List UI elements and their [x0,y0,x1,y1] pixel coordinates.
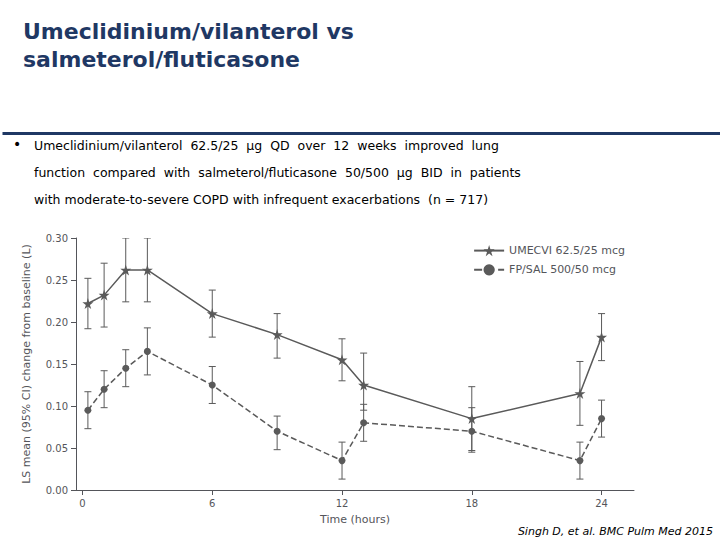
svg-text:18: 18 [465,498,478,509]
svg-text:Singh D, et al. BMC Pulm Med 2: Singh D, et al. BMC Pulm Med 2015 [518,525,713,538]
svg-text:•: • [13,136,21,152]
svg-text:function compared with salm: function compared with salmeterol/flutic… [34,165,521,180]
svg-text:0: 0 [79,498,85,509]
svg-text:LS mean (95% CI) change from b: LS mean (95% CI) change from baseline (L… [20,244,33,484]
svg-text:FP/SAL 500/50 mcg: FP/SAL 500/50 mcg [509,263,616,276]
svg-text:Umeclidinium/vilanterol vs: Umeclidinium/vilanterol vs [23,19,354,44]
svg-text:0.00: 0.00 [46,485,68,496]
svg-text:Umeclidinium/vilanterol 62.5/: Umeclidinium/vilanterol 62.5/25 μg QD ov… [34,138,499,153]
svg-text:0.25: 0.25 [46,275,68,286]
svg-text:0.05: 0.05 [46,443,68,454]
svg-text:6: 6 [209,498,215,509]
svg-text:12: 12 [336,498,349,509]
svg-text:0.30: 0.30 [46,233,68,244]
svg-text:with moderate-to-severe COPD w: with moderate-to-severe COPD with infreq… [34,192,488,207]
svg-text:24: 24 [595,498,608,509]
svg-text:Time (hours): Time (hours) [319,513,390,526]
svg-text:UMECVI 62.5/25 mcg: UMECVI 62.5/25 mcg [509,244,625,257]
svg-text:salmeterol/fluticasone: salmeterol/fluticasone [23,47,300,72]
svg-text:0.20: 0.20 [46,317,68,328]
svg-text:0.15: 0.15 [46,359,68,370]
svg-text:0.10: 0.10 [46,401,68,412]
